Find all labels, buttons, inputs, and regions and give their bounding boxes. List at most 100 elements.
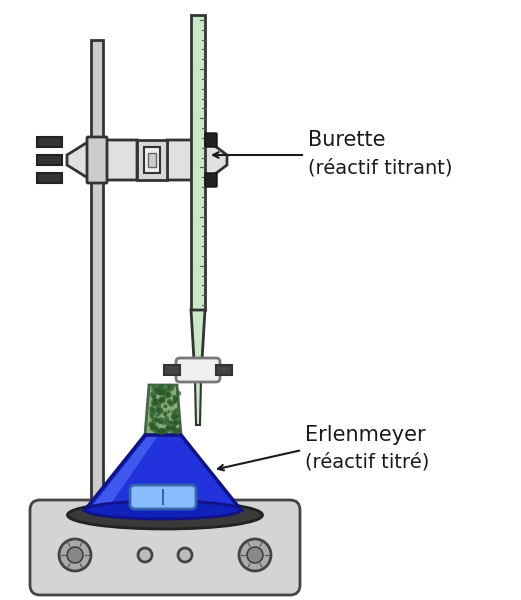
Text: Erlenmeyer: Erlenmeyer xyxy=(305,425,426,445)
Circle shape xyxy=(166,392,169,396)
Circle shape xyxy=(173,400,177,403)
Circle shape xyxy=(152,402,156,406)
Circle shape xyxy=(169,401,174,407)
Circle shape xyxy=(174,408,179,413)
Circle shape xyxy=(172,398,177,403)
Circle shape xyxy=(150,409,153,413)
Circle shape xyxy=(164,416,169,422)
FancyBboxPatch shape xyxy=(87,137,107,183)
Circle shape xyxy=(173,396,178,401)
Polygon shape xyxy=(37,155,62,165)
Circle shape xyxy=(171,426,176,430)
Circle shape xyxy=(163,388,167,391)
Circle shape xyxy=(150,391,157,398)
Text: Burette: Burette xyxy=(308,130,386,150)
Polygon shape xyxy=(93,437,157,505)
Circle shape xyxy=(172,425,176,428)
Text: (réactif titrant): (réactif titrant) xyxy=(308,158,453,177)
Circle shape xyxy=(156,386,162,391)
Circle shape xyxy=(164,420,169,425)
Circle shape xyxy=(164,389,170,394)
Circle shape xyxy=(150,406,155,411)
Circle shape xyxy=(174,414,178,418)
Circle shape xyxy=(170,414,176,420)
Circle shape xyxy=(59,539,91,571)
Circle shape xyxy=(158,428,165,435)
Circle shape xyxy=(151,417,157,423)
Circle shape xyxy=(153,427,158,433)
Circle shape xyxy=(155,414,159,418)
Circle shape xyxy=(158,385,165,391)
Circle shape xyxy=(148,422,154,427)
Circle shape xyxy=(151,386,157,391)
Bar xyxy=(191,15,205,310)
Circle shape xyxy=(150,415,154,419)
Circle shape xyxy=(163,392,170,399)
FancyBboxPatch shape xyxy=(30,500,300,595)
FancyBboxPatch shape xyxy=(205,133,217,147)
Circle shape xyxy=(166,392,172,398)
Circle shape xyxy=(166,428,169,431)
Circle shape xyxy=(162,421,166,425)
Circle shape xyxy=(167,410,170,413)
Circle shape xyxy=(172,400,176,404)
Circle shape xyxy=(239,539,271,571)
Polygon shape xyxy=(67,140,137,180)
Circle shape xyxy=(157,413,160,416)
Circle shape xyxy=(166,393,170,397)
Circle shape xyxy=(155,403,161,409)
Circle shape xyxy=(153,422,157,425)
Bar xyxy=(91,40,103,510)
Circle shape xyxy=(157,419,163,424)
Ellipse shape xyxy=(68,501,263,529)
FancyBboxPatch shape xyxy=(144,147,160,173)
Circle shape xyxy=(166,386,170,389)
Circle shape xyxy=(167,401,170,404)
Circle shape xyxy=(247,547,263,563)
Circle shape xyxy=(157,399,163,405)
Circle shape xyxy=(172,395,176,398)
FancyBboxPatch shape xyxy=(130,485,196,509)
Circle shape xyxy=(172,415,178,420)
Circle shape xyxy=(164,404,167,408)
Circle shape xyxy=(172,418,179,424)
Circle shape xyxy=(152,408,157,414)
Polygon shape xyxy=(37,137,62,147)
Bar xyxy=(164,365,180,375)
Circle shape xyxy=(167,385,174,391)
Circle shape xyxy=(159,389,164,394)
FancyBboxPatch shape xyxy=(205,173,217,187)
Circle shape xyxy=(173,420,179,425)
Circle shape xyxy=(163,430,167,434)
Circle shape xyxy=(154,425,159,431)
Circle shape xyxy=(167,399,172,404)
Circle shape xyxy=(175,428,181,434)
Circle shape xyxy=(169,401,173,406)
Circle shape xyxy=(150,412,155,417)
Circle shape xyxy=(178,548,192,562)
Circle shape xyxy=(171,410,177,415)
Circle shape xyxy=(163,411,168,416)
Circle shape xyxy=(168,385,171,389)
Circle shape xyxy=(150,424,155,430)
Circle shape xyxy=(154,387,158,391)
Circle shape xyxy=(154,398,159,404)
Circle shape xyxy=(156,430,160,434)
Circle shape xyxy=(159,428,166,435)
Circle shape xyxy=(158,428,165,434)
Circle shape xyxy=(168,420,172,424)
Circle shape xyxy=(67,547,83,563)
Circle shape xyxy=(155,388,159,392)
Circle shape xyxy=(166,425,171,430)
Circle shape xyxy=(155,418,159,422)
Circle shape xyxy=(161,390,166,395)
Circle shape xyxy=(164,405,167,408)
Circle shape xyxy=(158,389,164,395)
Circle shape xyxy=(156,407,163,414)
Circle shape xyxy=(158,397,164,403)
Bar xyxy=(148,153,156,167)
Circle shape xyxy=(171,426,176,430)
Ellipse shape xyxy=(85,501,241,519)
Circle shape xyxy=(170,421,177,427)
Circle shape xyxy=(150,422,154,427)
